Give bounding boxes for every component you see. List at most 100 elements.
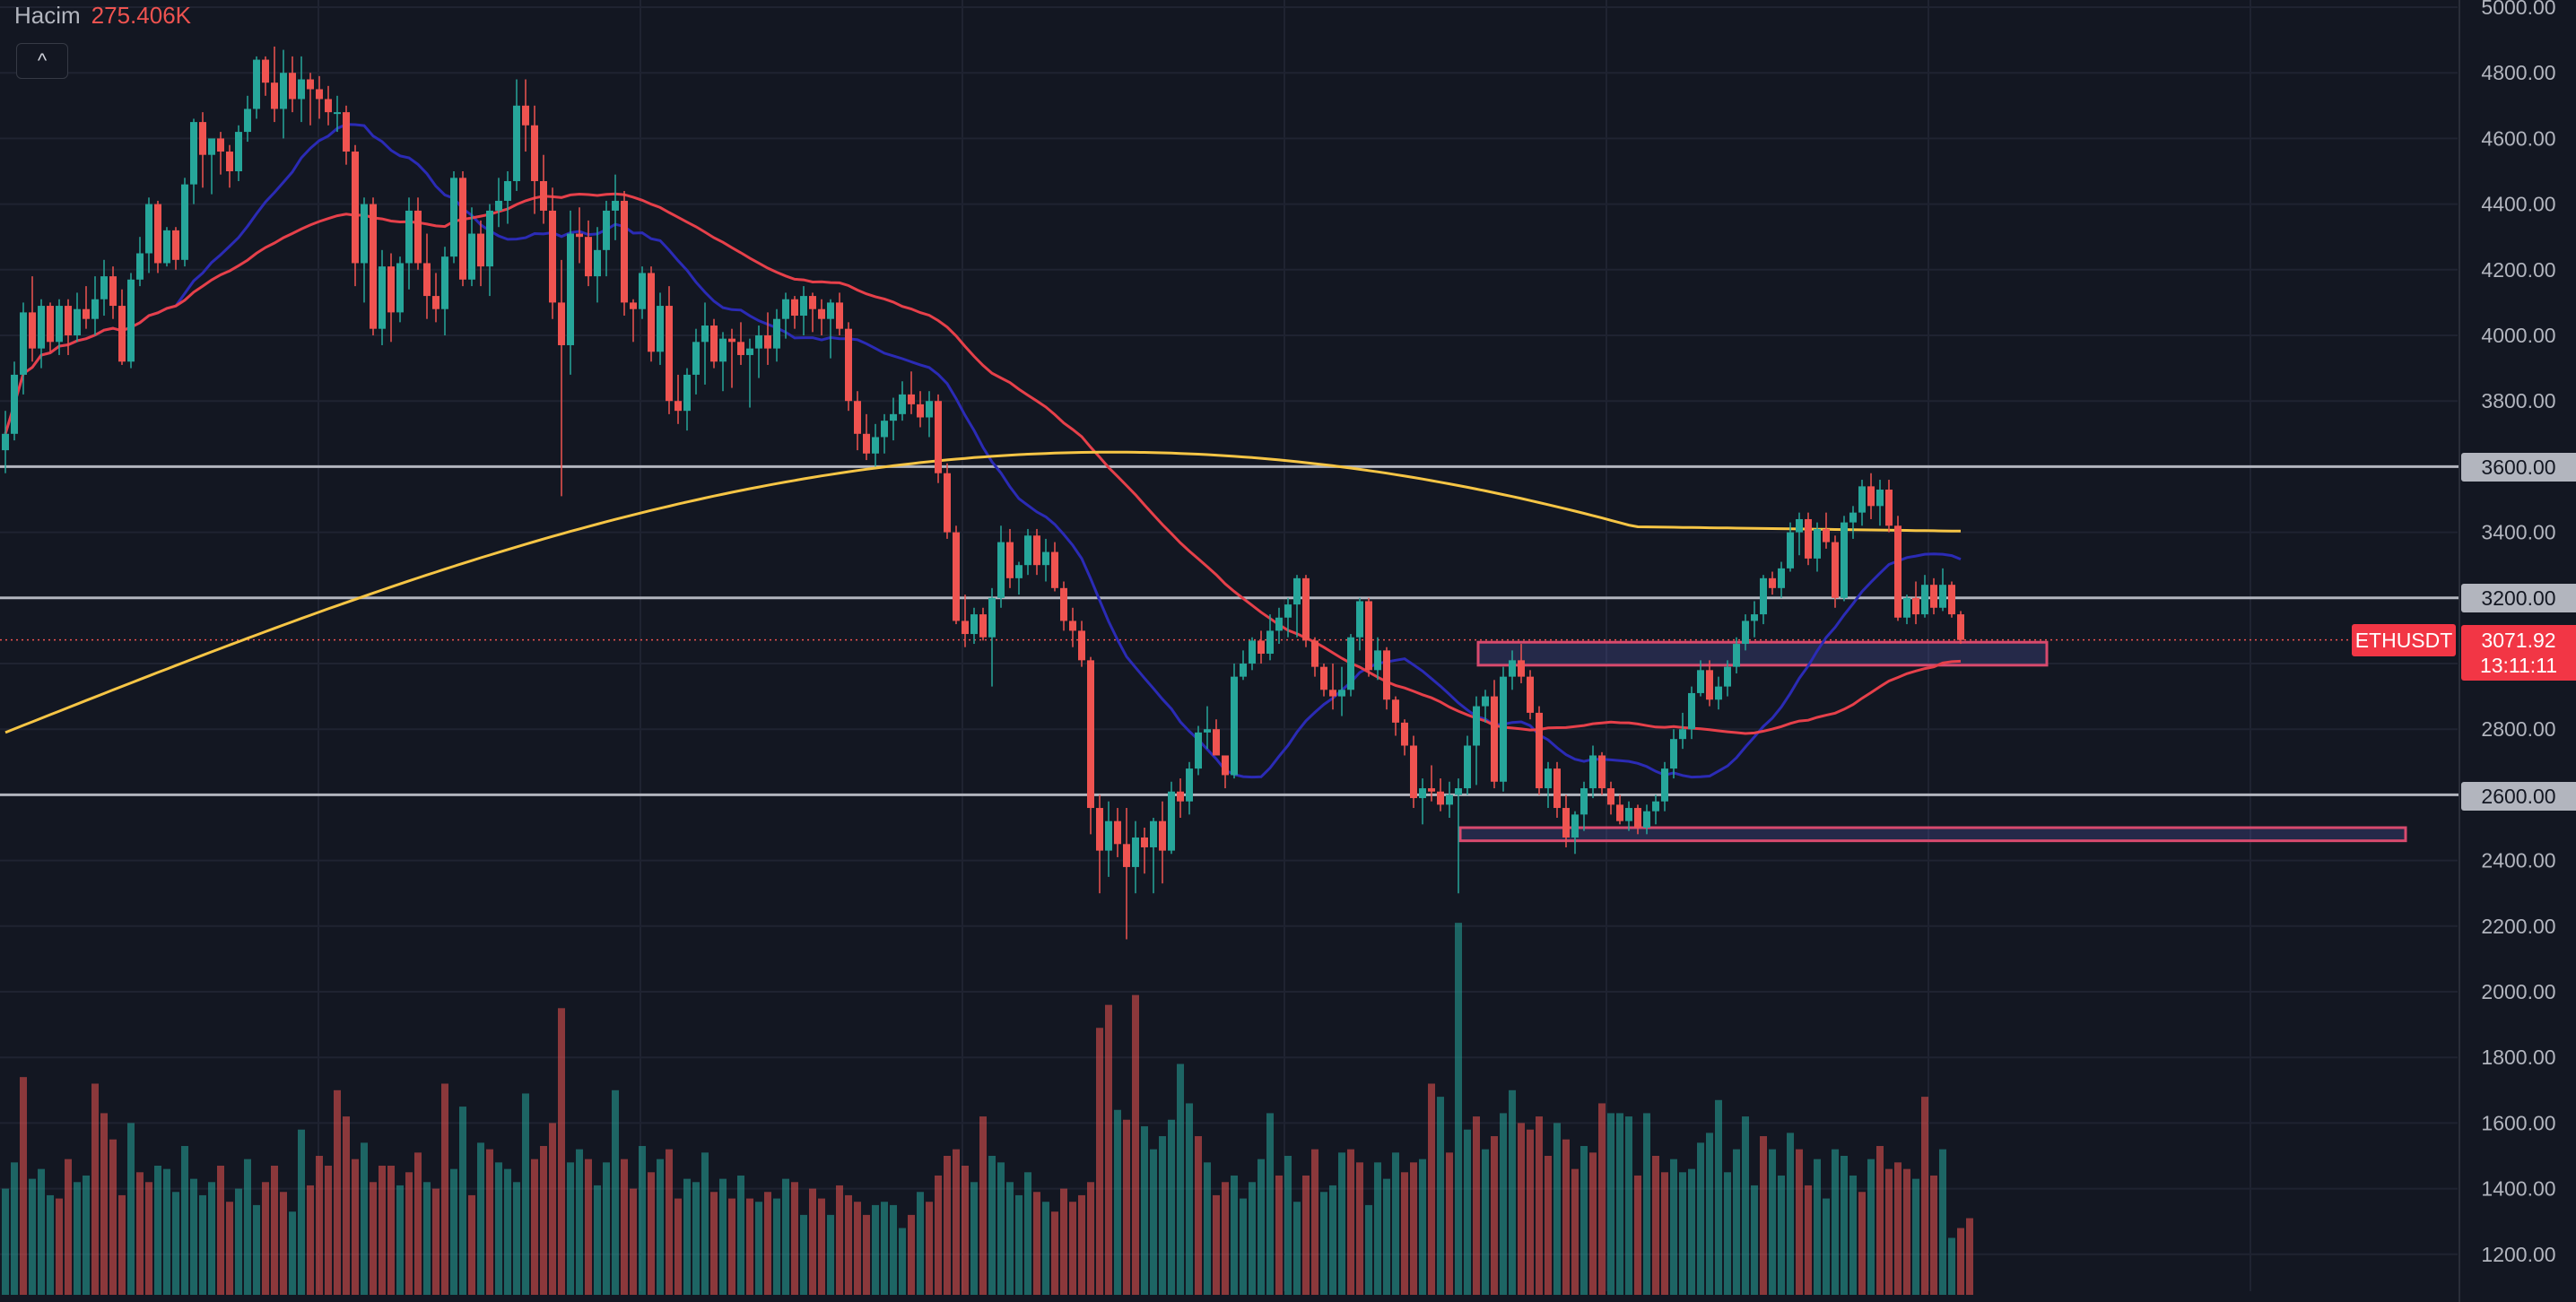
volume-bar	[701, 1152, 709, 1295]
candle-body	[935, 401, 942, 473]
candle-body	[253, 59, 260, 109]
candle-body	[262, 59, 269, 83]
candle-body	[818, 308, 825, 319]
volume-bar	[316, 1156, 323, 1295]
volume-bar	[1715, 1099, 1722, 1295]
volume-bar	[710, 1192, 718, 1295]
candle-body	[1814, 528, 1821, 559]
volume-bar	[648, 1172, 655, 1295]
candle-body	[11, 374, 18, 434]
candle-body	[1760, 577, 1767, 615]
volume-histogram	[2, 923, 1973, 1295]
volume-bar	[1607, 1113, 1614, 1295]
volume-bar	[1141, 1126, 1148, 1295]
price-tick-label: 1200.00	[2481, 1243, 2555, 1266]
candle-body	[20, 312, 27, 375]
candle-body	[1751, 614, 1758, 621]
candle-body	[558, 302, 565, 345]
candle-body	[666, 306, 673, 402]
volume-bar	[1419, 1159, 1426, 1295]
candle-body	[1518, 660, 1525, 677]
candle-body	[423, 263, 431, 297]
volume-bar	[1437, 1097, 1444, 1295]
candle-body	[1365, 601, 1372, 671]
candle-body	[1275, 617, 1283, 631]
candle-body	[962, 621, 969, 635]
volume-bar	[1832, 1149, 1839, 1295]
volume-bar	[145, 1182, 152, 1295]
candle-body	[674, 401, 682, 412]
candle-body	[1105, 820, 1112, 851]
volume-bar	[100, 1113, 108, 1295]
candle-body	[91, 299, 99, 319]
volume-bar	[244, 1159, 251, 1295]
candle-body	[154, 204, 161, 264]
volume-bar	[1024, 1172, 1031, 1295]
volume-bar	[755, 1202, 762, 1295]
volume-bar	[11, 1162, 18, 1295]
candle-body	[657, 306, 664, 352]
volume-bar	[692, 1182, 700, 1295]
symbol-tag: ETHUSDT	[2352, 624, 2456, 656]
candle-body	[441, 256, 448, 309]
volume-bar	[1123, 1119, 1130, 1295]
volume-bar	[1858, 1192, 1866, 1295]
candle-body	[854, 401, 861, 434]
volume-bar	[935, 1175, 942, 1295]
candle-body	[370, 204, 377, 329]
candle-body	[755, 335, 762, 349]
candle-body	[1222, 755, 1229, 776]
volume-bar	[1258, 1159, 1265, 1295]
volume-bar	[1006, 1182, 1014, 1295]
candle-body	[307, 79, 314, 90]
volume-bar	[495, 1162, 502, 1295]
volume-bar	[836, 1185, 843, 1295]
candle-body	[1580, 788, 1588, 815]
volume-bar	[674, 1198, 682, 1295]
volume-bar	[271, 1165, 278, 1295]
volume-bar	[1509, 1089, 1516, 1295]
price-tick-label: 2200.00	[2481, 915, 2555, 938]
volume-bar	[1374, 1162, 1381, 1295]
volume-bar	[1885, 1168, 1893, 1295]
candle-body	[1293, 577, 1301, 605]
candle-body	[450, 178, 457, 257]
volume-bar	[1087, 1182, 1094, 1295]
candle-body	[298, 79, 305, 100]
collapse-legend-button[interactable]: ^	[16, 43, 68, 79]
candle-body	[1697, 670, 1704, 693]
candle-body	[38, 306, 45, 349]
candle-body	[1141, 837, 1148, 847]
volume-bar	[719, 1178, 727, 1295]
candle-body	[1383, 650, 1390, 700]
volume-bar	[1518, 1123, 1525, 1295]
candle-body	[1841, 522, 1848, 598]
volume-bar	[612, 1089, 619, 1295]
price-tick-label: 3400.00	[2481, 521, 2555, 544]
volume-bar	[1616, 1113, 1623, 1295]
ma-20-line	[4, 123, 1962, 779]
candle-body	[1796, 518, 1803, 533]
candle-body	[531, 125, 538, 181]
volume-bar	[1876, 1146, 1884, 1295]
volume-bar	[1500, 1113, 1507, 1295]
candle-body	[1706, 670, 1713, 700]
candle-body	[1024, 535, 1031, 566]
candle-body	[791, 299, 798, 317]
candle-body	[764, 335, 771, 349]
volume-bar	[199, 1194, 206, 1295]
volume-bar	[1849, 1175, 1857, 1295]
price-tick-label: 5000.00	[2481, 0, 2555, 19]
chart-grid	[0, 0, 2458, 1291]
candle-body	[648, 273, 655, 352]
price-tick-label: 4800.00	[2481, 61, 2555, 84]
candle-body	[683, 374, 691, 412]
candle-body	[630, 302, 637, 309]
candle-body	[1939, 585, 1946, 608]
volume-bar	[549, 1123, 556, 1295]
candle-body	[1123, 844, 1130, 867]
candle-body	[944, 473, 951, 533]
volume-bar	[208, 1182, 215, 1295]
candle-body	[316, 89, 323, 100]
